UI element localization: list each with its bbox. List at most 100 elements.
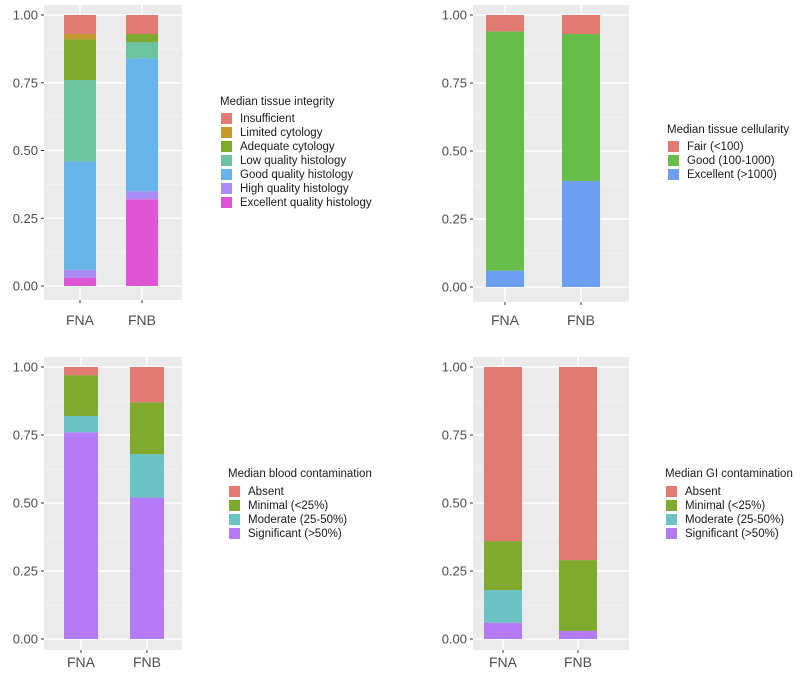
legend-swatch [666,500,677,511]
legend-swatch [221,155,232,166]
bar-segment [559,367,597,561]
bar-segment [64,33,96,40]
legend-label: Good (100-1000) [687,155,775,167]
bar-segment [64,277,96,286]
legend-title: Median tissue cellularity [667,124,789,136]
bar-segment [486,270,524,287]
bar-segment [486,15,524,32]
y-tick-label: 1.00 [442,8,467,23]
legend-label: High quality histology [240,183,349,195]
bar-segment [64,375,98,416]
x-tick-label: FNA [66,312,95,328]
x-tick-label: FNB [128,312,156,328]
bar-segment [64,367,98,376]
bar-segment [484,622,522,639]
bar-segment [130,497,164,639]
bar-segment [126,15,158,34]
legend-swatch [221,127,232,138]
legend-swatch [666,528,677,539]
bar-segment [562,34,600,181]
y-tick-label: 0.50 [13,496,38,511]
bar-segment [126,42,158,59]
y-tick-label: 0.50 [442,496,467,511]
bar-segment [126,33,158,43]
legend-swatch [229,486,240,497]
y-tick-label: 0.00 [442,632,467,647]
legend-swatch [666,514,677,525]
legend-label: Excellent (>1000) [687,169,777,181]
legend-swatch [668,169,679,180]
legend-swatch [666,486,677,497]
y-tick-label: 0.25 [442,564,467,579]
chart-panel-gi: 0.00 0.25 0.50 0.75 1.00 FNA FNB Median GI cont… [442,357,793,670]
legend-label: Insufficient [240,113,296,125]
y-tick-label: 0.50 [13,143,38,158]
legend-swatch [229,528,240,539]
legend-label: Moderate (25-50%) [248,514,347,526]
bar-segment [126,58,158,192]
x-tick-label: FNA [491,312,520,328]
legend-label: Low quality histology [240,155,346,167]
bar-segment [484,541,522,591]
y-tick-label: 0.75 [442,76,467,91]
bar-segment [562,180,600,287]
legend-swatch [668,141,679,152]
bar-segment [130,454,164,498]
bar-segment [130,367,164,403]
legend-swatch [221,169,232,180]
bar-segment [559,560,597,631]
legend: Median blood contamination Absent Minimal … [228,468,372,540]
bar-segment [126,191,158,200]
bar-segment [562,15,600,35]
legend-label: Good quality histology [240,169,353,181]
legend-swatch [221,141,232,152]
legend-swatch [668,155,679,166]
legend-title: Median GI contamination [665,468,793,480]
x-tick-label: FNA [67,654,96,670]
legend-label: Moderate (25-50%) [685,514,784,526]
y-tick-label: 0.25 [13,564,38,579]
bar-segment [64,415,98,433]
legend-swatch [221,113,232,124]
y-tick-label: 0.75 [442,428,467,443]
legend-swatch [229,514,240,525]
chart-panel-cellularity: 0.00 0.25 0.50 0.75 1.00 FNA FNB Median tissue … [442,5,789,328]
y-tick-label: 0.75 [13,75,38,90]
legend-swatch [221,197,232,208]
bar-segment [64,161,96,270]
bar-segment [64,80,96,162]
bar-segment [64,269,96,278]
x-tick-label: FNB [567,312,595,328]
bar-segment [484,367,522,542]
legend-title: Median tissue integrity [220,96,335,108]
bar-segment [64,432,98,639]
bar-segment [126,199,158,286]
chart-panel-blood: 0.00 0.25 0.50 0.75 1.00 FNA FNB Median blood c… [13,357,372,670]
bar-segment [64,39,96,81]
legend-label: Significant (>50%) [685,528,779,540]
y-tick-label: 0.50 [442,144,467,159]
x-tick-label: FNB [133,654,161,670]
x-tick-label: FNB [564,654,592,670]
legend: Median GI contamination Absent Minimal (<2… [665,468,793,540]
y-tick-label: 0.25 [442,212,467,227]
legend-label: Absent [685,486,722,498]
legend-label: Excellent quality histology [240,197,372,209]
x-tick-label: FNA [489,654,518,670]
legend-label: Adequate cytology [240,141,335,153]
y-tick-label: 1.00 [13,360,38,375]
legend: Median tissue integrity Insufficient Limit… [220,96,372,209]
legend-title: Median blood contamination [228,468,372,480]
y-tick-label: 0.00 [13,279,38,294]
y-tick-label: 0.75 [13,428,38,443]
legend-label: Significant (>50%) [248,528,342,540]
bar-segment [484,590,522,623]
legend-label: Fair (<100) [687,141,744,153]
y-tick-label: 0.25 [13,211,38,226]
y-tick-label: 0.00 [442,280,467,295]
bar-segment [486,31,524,271]
y-tick-label: 1.00 [13,8,38,23]
legend-label: Absent [248,486,285,498]
